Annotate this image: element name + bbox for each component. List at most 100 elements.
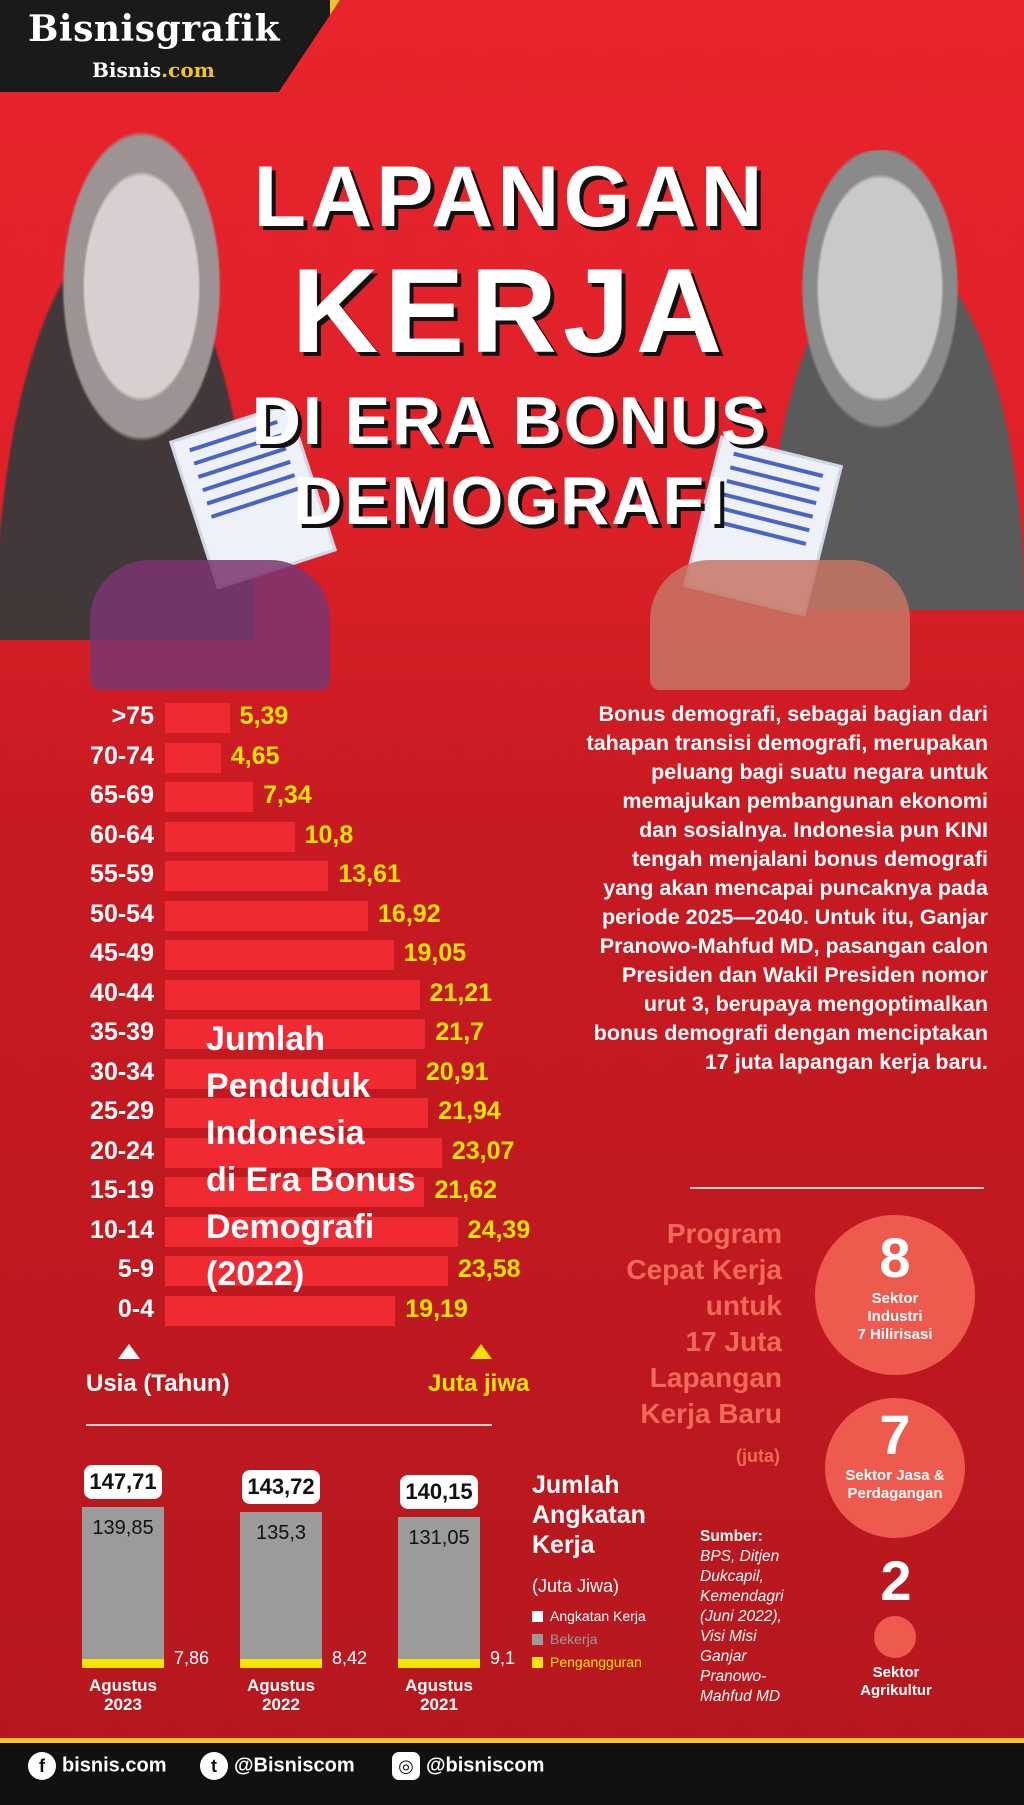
title-line-4: DEMOGRAFI <box>293 463 727 539</box>
age-axis-marker <box>118 1344 140 1359</box>
program-title-line: Program <box>666 1218 782 1249</box>
age-bar <box>165 1019 426 1049</box>
age-value-label: 19,19 <box>405 1294 468 1323</box>
program-label-line: Sektor <box>872 1664 920 1681</box>
age-bar <box>165 1137 442 1168</box>
title-line-2: KERJA <box>291 244 729 378</box>
age-bar <box>165 742 221 773</box>
age-group-label: 65-69 <box>90 781 154 809</box>
twitter-icon: t <box>200 1752 228 1780</box>
population-chart-title-line: Demografi <box>206 1208 375 1246</box>
age-group-label: 15-19 <box>90 1176 154 1204</box>
value-axis-marker <box>470 1344 492 1359</box>
legend-angkatan-kerja: Angkatan Kerja <box>532 1608 646 1624</box>
worker-right-illustration <box>650 560 910 690</box>
age-bar <box>165 1098 429 1128</box>
age-group-label: 50-54 <box>90 899 154 928</box>
source-line: Pranowo- <box>700 1668 767 1685</box>
program-value-agrikultur: 2 <box>880 1549 912 1612</box>
legend-swatch-white <box>532 1611 543 1622</box>
age-value-label: 24,39 <box>467 1215 531 1244</box>
population-chart-title-line: (2022) <box>206 1255 305 1293</box>
program-title: Program Cepat Kerja untuk 17 Juta Lapangan Ke… <box>610 1216 782 1432</box>
footer-bar <box>0 1738 1024 1805</box>
program-label-jasa: Sektor Jasa & Perdagangan <box>825 1467 965 1503</box>
program-title-line: Kerja Baru <box>640 1398 782 1429</box>
age-value-label: 21,62 <box>434 1176 497 1204</box>
facebook-icon: f <box>28 1752 56 1780</box>
footer-instagram[interactable]: ◎ @bisniscom <box>392 1752 544 1780</box>
facebook-handle: bisnis.com <box>62 1754 167 1777</box>
footer-twitter[interactable]: t @Bisniscom <box>200 1752 355 1780</box>
age-bar <box>165 821 295 852</box>
age-value-label: 7,34 <box>263 781 312 809</box>
unemployed-value-label: 8,42 <box>332 1648 368 1668</box>
labour-force-title-line: Angkatan <box>532 1501 646 1529</box>
unemployed-bar <box>82 1659 164 1668</box>
period-label-line: 2021 <box>420 1695 458 1714</box>
program-title-line: Lapangan <box>649 1362 782 1393</box>
source-line: (Juni 2022), <box>700 1608 782 1625</box>
age-value-label: 20,91 <box>425 1057 489 1086</box>
labour-force-title-line: Jumlah <box>532 1471 620 1499</box>
period-label-line: Agustus <box>405 1676 473 1695</box>
period-label: Agustus 2022 <box>226 1676 336 1714</box>
age-value-label: 16,92 <box>378 899 441 928</box>
source-label: Sumber: <box>700 1528 763 1545</box>
age-group-label: 45-49 <box>90 939 154 967</box>
age-value-label: 13,61 <box>338 860 401 888</box>
age-group-label: 60-64 <box>90 820 154 849</box>
age-group-label: 35-39 <box>90 1018 154 1046</box>
age-bar <box>165 1216 458 1247</box>
source-line: Visi Misi <box>700 1628 757 1645</box>
population-chart-title-line: Jumlah <box>206 1020 326 1058</box>
brand-name: Bisnisgrafik <box>28 8 281 50</box>
program-title-line: Cepat Kerja <box>626 1254 782 1285</box>
age-group-label: 25-29 <box>90 1097 154 1125</box>
source-note: Sumber: BPS, Ditjen Dukcapil, Kemendagri (Ju… <box>700 1527 810 1707</box>
unemployed-bar <box>240 1659 322 1668</box>
period-label: Agustus 2023 <box>68 1676 178 1714</box>
age-bar <box>165 782 254 812</box>
age-value-label: 5,39 <box>239 702 289 730</box>
age-bar <box>165 1058 416 1089</box>
footer-facebook[interactable]: f bisnis.com <box>28 1752 166 1780</box>
population-chart-title-line: di Era Bonus <box>206 1161 416 1199</box>
title-line-3: DI ERA BONUS <box>251 383 769 459</box>
age-value-label: 21,7 <box>435 1018 485 1046</box>
age-value-label: 10,8 <box>304 820 354 849</box>
labour-force-total-label: 147,71 <box>84 1465 162 1500</box>
legend-pengangguran: Pengangguran <box>532 1654 642 1670</box>
title-line-1: LAPANGAN <box>253 149 767 245</box>
source-line: Kemendagri <box>700 1588 784 1605</box>
employed-value-label: 139,85 <box>92 1517 154 1540</box>
period-label-line: 2022 <box>262 1695 300 1714</box>
program-circle-agrikultur <box>874 1616 916 1658</box>
legend-label: Bekerja <box>550 1631 598 1647</box>
program-value-jasa: 7 <box>879 1403 911 1466</box>
section-divider-left <box>86 1424 492 1426</box>
age-group-label: 30-34 <box>90 1057 154 1086</box>
age-group-label: 10-14 <box>90 1215 154 1244</box>
program-label-line: Industri <box>867 1308 923 1325</box>
age-group-label: 55-59 <box>90 860 154 888</box>
program-circle-jasa: 7 Sektor Jasa & Perdagangan <box>825 1398 965 1538</box>
unemployed-value-label: 9,1 <box>490 1648 516 1668</box>
age-bar <box>165 1256 448 1286</box>
legend-swatch-yellow <box>532 1657 543 1668</box>
program-label-line: Agrikultur <box>860 1682 932 1699</box>
worker-left-illustration <box>90 560 330 690</box>
employed-value-label: 135,3 <box>255 1522 307 1545</box>
period-label-line: Agustus <box>89 1676 157 1695</box>
instagram-icon: ◎ <box>392 1752 420 1780</box>
population-chart-title-line: Indonesia <box>206 1114 365 1152</box>
brand-site-suffix: .com <box>161 58 215 82</box>
source-line: Ganjar <box>700 1648 747 1665</box>
labour-force-title: Jumlah Angkatan Kerja <box>532 1470 646 1560</box>
program-title-line: untuk <box>705 1290 782 1321</box>
twitter-handle: @Bisniscom <box>234 1754 355 1777</box>
age-value-label: 4,65 <box>230 741 280 770</box>
labour-force-title-line: Kerja <box>532 1531 595 1559</box>
program-label-line: Perdagangan <box>847 1485 943 1502</box>
instagram-handle: @bisniscom <box>426 1754 545 1777</box>
